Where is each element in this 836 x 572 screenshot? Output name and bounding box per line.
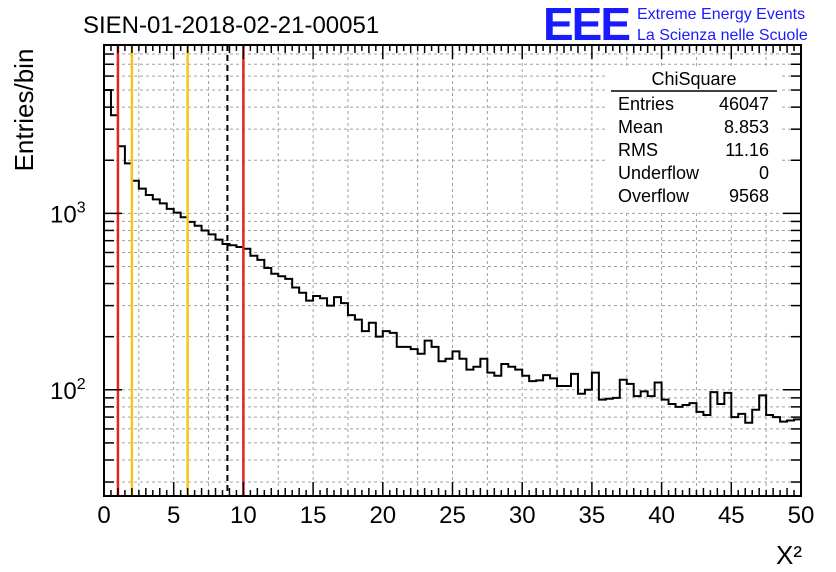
x-tick-label: 35 bbox=[579, 502, 606, 529]
x-tick-label: 30 bbox=[509, 502, 536, 529]
stats-row-value: 8.853 bbox=[724, 117, 769, 137]
y-tick-label: 102 bbox=[50, 376, 86, 405]
stats-row-value: 46047 bbox=[719, 94, 769, 114]
y-tick-label: 103 bbox=[50, 199, 86, 228]
stats-row-value: 0 bbox=[759, 163, 769, 183]
eee-logo: EEE Extreme Energy Events La Scienza nel… bbox=[543, 0, 808, 50]
stats-row-label: Entries bbox=[618, 94, 674, 114]
x-tick-label: 5 bbox=[167, 502, 180, 529]
x-tick-label: 10 bbox=[230, 502, 257, 529]
histogram-series bbox=[103, 89, 801, 496]
stats-row-value: 9568 bbox=[729, 186, 769, 206]
x-tick-label: 0 bbox=[97, 502, 110, 529]
x-tick-label: 15 bbox=[300, 502, 327, 529]
run-title: SIEN-01-2018-02-21-00051 bbox=[83, 12, 379, 39]
x-tick-label: 25 bbox=[439, 502, 466, 529]
logo-line-2: La Scienza nelle Scuole bbox=[637, 27, 808, 44]
x-tick-label: 50 bbox=[788, 502, 815, 529]
stats-row-label: Mean bbox=[618, 117, 663, 137]
y-axis-ticks: 103 102 bbox=[50, 53, 801, 483]
histogram-step-line bbox=[103, 89, 801, 496]
logo-line-1: Extreme Energy Events bbox=[637, 6, 805, 23]
cut-lines bbox=[116, 45, 245, 496]
stats-title: ChiSquare bbox=[651, 69, 736, 89]
stats-row-value: 11.16 bbox=[725, 140, 769, 160]
x-tick-label: 45 bbox=[718, 502, 745, 529]
stats-row-label: Underflow bbox=[618, 163, 700, 183]
stats-row-label: Overflow bbox=[618, 186, 690, 206]
x-axis-title: X² bbox=[776, 540, 802, 570]
grid-lines bbox=[104, 45, 801, 496]
x-tick-label: 40 bbox=[648, 502, 675, 529]
stats-box: ChiSquare Entries 46047 Mean 8.853 RMS 11.16 U… bbox=[606, 66, 782, 212]
y-axis-title: Entries/bin bbox=[9, 49, 39, 172]
logo-mark: EEE bbox=[543, 0, 629, 50]
x-axis-ticks: 0 5 10 15 20 25 30 35 40 45 50 bbox=[97, 45, 814, 529]
x-tick-label: 20 bbox=[369, 502, 396, 529]
stats-row-label: RMS bbox=[618, 140, 658, 160]
